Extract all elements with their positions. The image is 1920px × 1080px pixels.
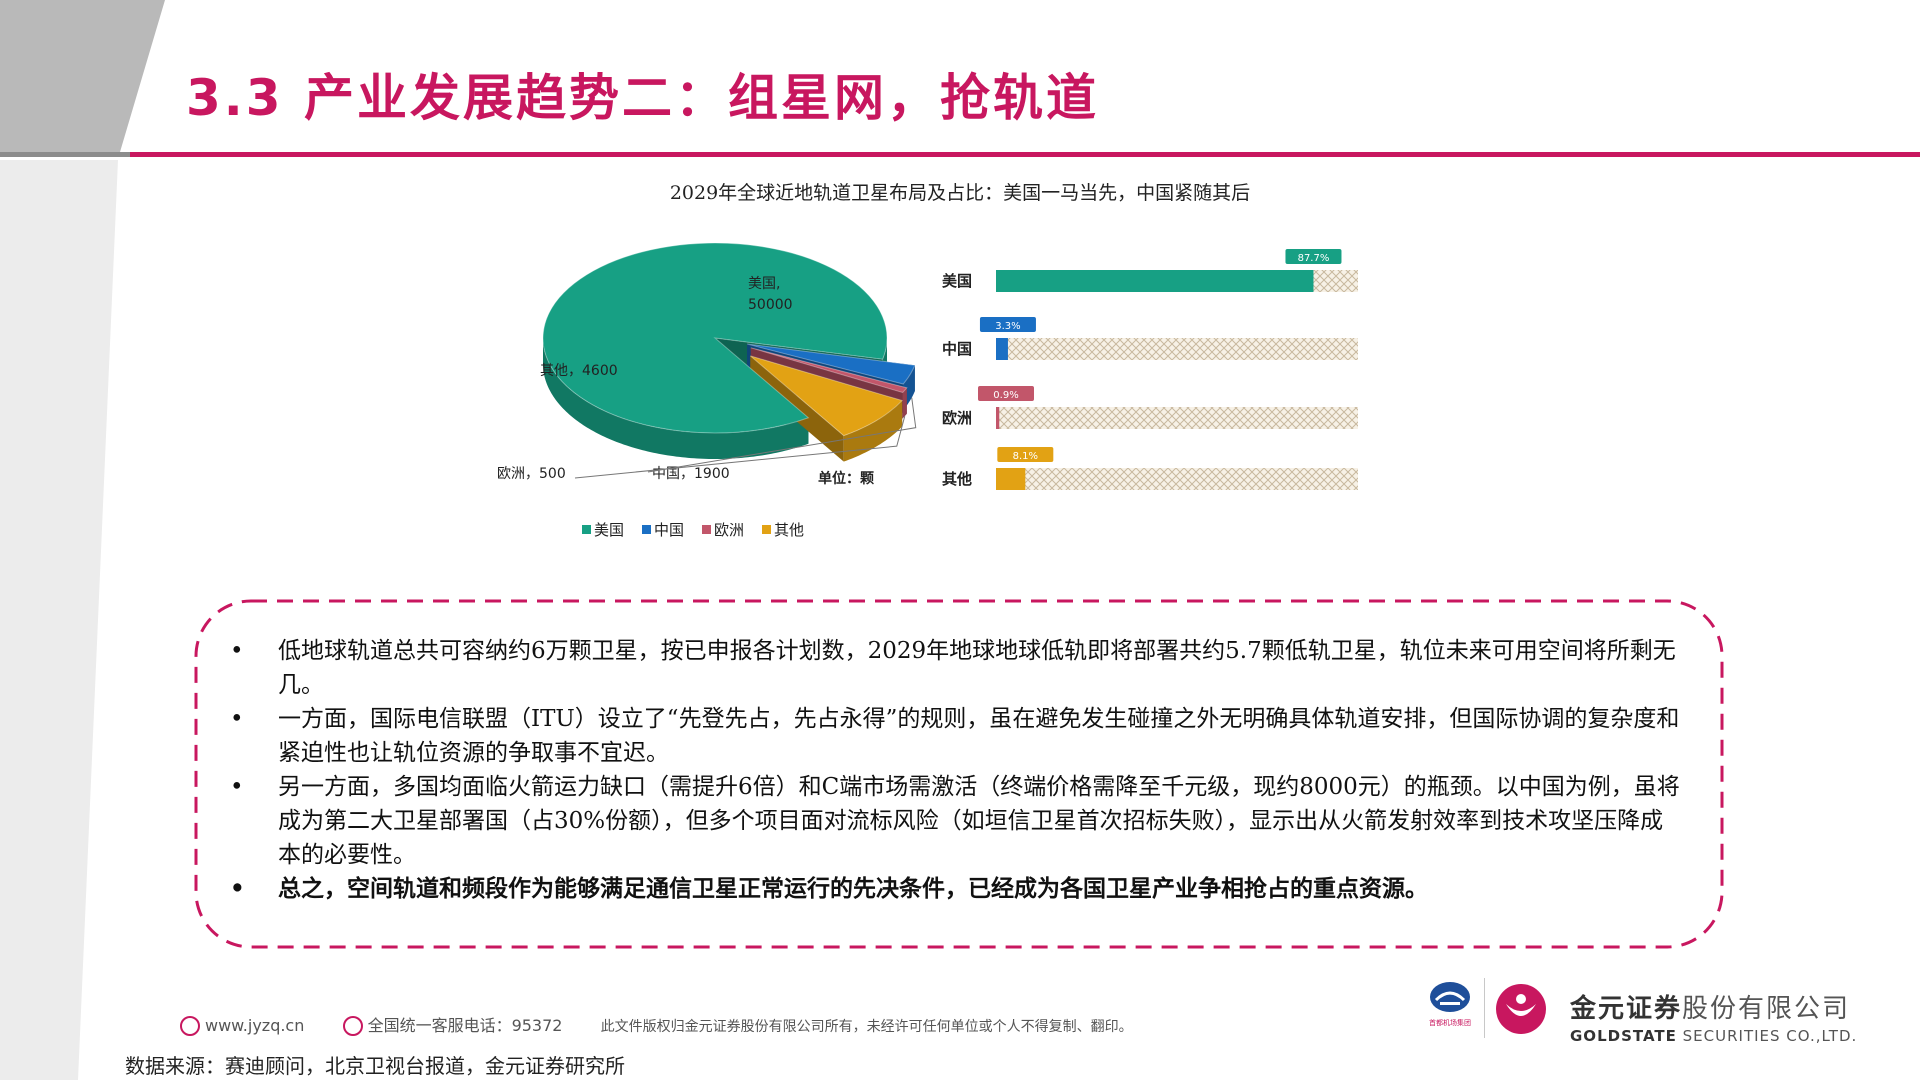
leader-line-europe bbox=[574, 416, 906, 479]
bar-category-label: 美国 bbox=[942, 272, 972, 290]
legend-swatch bbox=[762, 525, 771, 534]
legend-swatch bbox=[582, 525, 591, 534]
legend-label: 其他 bbox=[774, 521, 804, 539]
pie-label-europe: 欧洲，500 bbox=[497, 466, 566, 482]
footer-website[interactable]: www.jyzq.cn bbox=[205, 1016, 305, 1035]
bullet-item: • 另一方面，多国均面临火箭运力缺口（需提升6倍）和C端市场需激活（终端价格需降至… bbox=[230, 770, 1680, 872]
bar-中国 bbox=[996, 338, 1008, 360]
bar-category-label: 中国 bbox=[942, 340, 972, 358]
bar-value-label: 8.1% bbox=[1013, 451, 1038, 462]
bar-track bbox=[996, 468, 1358, 490]
page-title: 3.3 产业发展趋势二：组星网，抢轨道 bbox=[186, 69, 1099, 127]
capital-airports-logo: 首都机场集团 bbox=[1422, 980, 1478, 1028]
pie-label-us-value: 50000 bbox=[748, 297, 793, 313]
bar-category-label: 其他 bbox=[942, 470, 972, 488]
bar-value-tag bbox=[979, 317, 1036, 332]
legend-label: 欧洲 bbox=[714, 521, 744, 539]
bar-美国 bbox=[996, 270, 1314, 292]
bullet-dot: • bbox=[230, 706, 244, 732]
footer-hotline: 全国统一客服电话：95372 bbox=[367, 1016, 563, 1035]
bar-欧洲 bbox=[996, 407, 1000, 429]
company-name-en-bold: GOLDSTATE bbox=[1570, 1027, 1677, 1045]
bar-track bbox=[996, 407, 1358, 429]
pie-unit-note: 单位：颗 bbox=[818, 470, 874, 487]
legend-swatch bbox=[702, 525, 711, 534]
company-name-cn-rest: 股份有限公司 bbox=[1682, 994, 1851, 1024]
bullet-text: 低地球轨道总共可容纳约6万颗卫星，按已申报各计划数，2029年地球地球低轨即将部… bbox=[278, 638, 1676, 698]
bullet-dot: • bbox=[230, 875, 245, 902]
capital-airports-name: 首都机场集团 bbox=[1429, 1019, 1471, 1027]
summary-box bbox=[194, 599, 1724, 949]
company-name-cn-bold: 金元证券 bbox=[1570, 994, 1683, 1024]
capital-airports-logo-icon bbox=[1430, 982, 1470, 1012]
goldstate-logo-icon bbox=[1496, 984, 1546, 1034]
bullet-dot: • bbox=[230, 638, 244, 664]
bullet-text: 一方面，国际电信联盟（ITU）设立了“先登先占，先占永得”的规则，虽在避免发生碰… bbox=[278, 706, 1680, 766]
leader-line-china bbox=[647, 397, 917, 473]
pie-slice-美国 bbox=[542, 242, 888, 434]
pie-label-other: 其他，4600 bbox=[540, 363, 618, 379]
bullet-item: • 总之，空间轨道和频段作为能够满足通信卫星正常运行的先决条件，已经成为各国卫星产… bbox=[230, 872, 1680, 906]
bar-value-tag bbox=[1285, 249, 1342, 264]
bar-value-label: 87.7% bbox=[1298, 253, 1330, 264]
bar-value-tag bbox=[997, 447, 1054, 462]
bar-chart: 美国 87.7% 中国 3.3% 欧洲 0.9% 其他 8.1% bbox=[942, 249, 1358, 490]
pie-slice-side bbox=[843, 400, 903, 462]
footer: www.jyzq.cn 全国统一客服电话：95372 此文件版权归金元证券股份有… bbox=[180, 1012, 1133, 1036]
bullet-item: • 低地球轨道总共可容纳约6万颗卫星，按已申报各计划数，2029年地球地球低轨即将… bbox=[230, 634, 1680, 702]
company-name-en-rest: SECURITIES CO.,LTD. bbox=[1682, 1027, 1858, 1045]
footer-notice: 此文件版权归金元证券股份有限公司所有，未经许可任何单位或个人不得复制、翻印。 bbox=[600, 1019, 1133, 1035]
bullet-text: 总之，空间轨道和频段作为能够满足通信卫星正常运行的先决条件，已经成为各国卫星产业… bbox=[278, 875, 1428, 902]
legend-label: 美国 bbox=[594, 521, 624, 539]
pie-slice-其他 bbox=[750, 355, 904, 437]
bullet-dot: • bbox=[230, 774, 244, 800]
bullet-item: • 一方面，国际电信联盟（ITU）设立了“先登先占，先占永得”的规则，虽在避免发生… bbox=[230, 702, 1680, 770]
globe-icon bbox=[180, 1016, 200, 1036]
legend-label: 中国 bbox=[654, 521, 684, 539]
bar-value-label: 0.9% bbox=[993, 390, 1018, 401]
data-source: 数据来源：赛迪顾问，北京卫视台报道，金元证券研究所 bbox=[125, 1054, 625, 1078]
chart-legend: 美国 中国 欧洲 其他 bbox=[582, 521, 804, 539]
chart-title: 2029年全球近地轨道卫星布局及占比：美国一马当先，中国紧随其后 bbox=[669, 182, 1251, 204]
bar-value-tag bbox=[978, 386, 1034, 401]
legend-swatch bbox=[642, 525, 651, 534]
pie-chart: 美国, 50000 其他，4600 欧洲，500 中国，1900 单位：颗 bbox=[497, 242, 917, 487]
bar-category-label: 欧洲 bbox=[942, 409, 972, 427]
bar-value-label: 3.3% bbox=[995, 321, 1020, 332]
title-rule bbox=[130, 152, 1920, 157]
logo-divider bbox=[1484, 978, 1485, 1038]
phone-icon bbox=[342, 1016, 363, 1036]
goldstate-logo-text: 金元证券股份有限公司 GOLDSTATE SECURITIES CO.,LTD. bbox=[1570, 988, 1857, 1045]
bar-其他 bbox=[996, 468, 1026, 490]
title-rule-grey bbox=[0, 152, 130, 157]
pie-label-us: 美国, bbox=[748, 276, 780, 292]
pie-slice-欧洲 bbox=[750, 347, 908, 394]
bullet-list: • 低地球轨道总共可容纳约6万颗卫星，按已申报各计划数，2029年地球地球低轨即将… bbox=[230, 634, 1680, 906]
pie-slice-side bbox=[543, 338, 809, 459]
bar-track bbox=[996, 338, 1358, 360]
pie-slice-side bbox=[902, 387, 907, 419]
pie-slice-中国 bbox=[747, 343, 916, 385]
pie-label-china: 中国，1900 bbox=[652, 466, 730, 482]
bullet-text: 另一方面，多国均面临火箭运力缺口（需提升6倍）和C端市场需激活（终端价格需降至千… bbox=[278, 774, 1680, 868]
